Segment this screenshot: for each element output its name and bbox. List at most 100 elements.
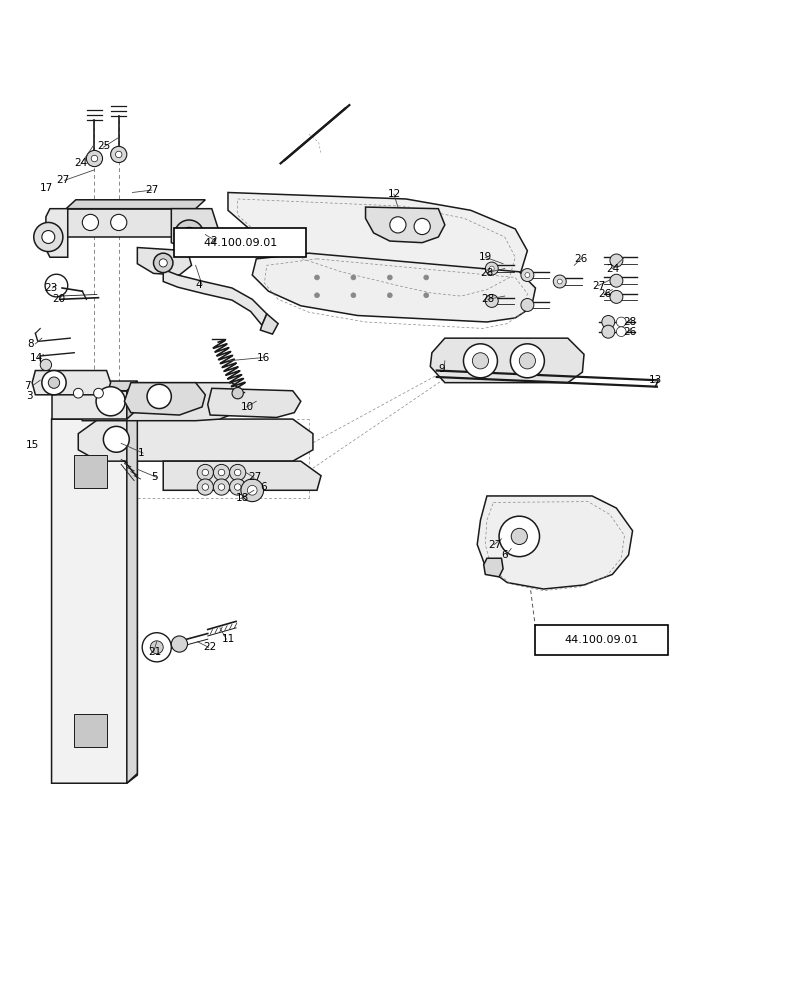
Circle shape — [213, 479, 230, 495]
Circle shape — [91, 155, 97, 162]
FancyBboxPatch shape — [534, 625, 667, 655]
Circle shape — [616, 317, 625, 327]
Text: 25: 25 — [97, 141, 110, 151]
Circle shape — [159, 259, 167, 267]
Circle shape — [42, 371, 66, 395]
Circle shape — [389, 217, 406, 233]
Circle shape — [202, 484, 208, 490]
Circle shape — [147, 384, 171, 409]
Text: 12: 12 — [388, 189, 401, 199]
Text: 21: 21 — [148, 647, 161, 657]
Circle shape — [601, 315, 614, 328]
Polygon shape — [66, 209, 195, 237]
Circle shape — [521, 299, 533, 311]
Circle shape — [511, 528, 526, 545]
Circle shape — [609, 274, 622, 287]
Circle shape — [153, 253, 173, 273]
Polygon shape — [46, 209, 67, 257]
Text: 2: 2 — [210, 236, 217, 246]
Polygon shape — [66, 200, 205, 209]
Polygon shape — [208, 388, 300, 417]
Polygon shape — [365, 207, 444, 243]
Text: 27: 27 — [248, 472, 261, 482]
Text: 1: 1 — [137, 448, 144, 458]
Text: 7: 7 — [24, 381, 31, 391]
Circle shape — [241, 479, 264, 502]
Circle shape — [510, 344, 543, 378]
Circle shape — [609, 290, 622, 303]
Text: 15: 15 — [26, 440, 39, 450]
Text: 13: 13 — [648, 375, 661, 385]
Circle shape — [463, 344, 497, 378]
Circle shape — [232, 388, 243, 399]
Circle shape — [609, 254, 622, 267]
Circle shape — [110, 214, 127, 231]
Circle shape — [82, 214, 98, 231]
Polygon shape — [124, 383, 205, 415]
Text: 11: 11 — [221, 634, 234, 644]
Circle shape — [115, 151, 122, 158]
Polygon shape — [163, 269, 267, 325]
Circle shape — [234, 469, 241, 476]
Circle shape — [552, 275, 565, 288]
Circle shape — [247, 485, 257, 495]
Text: 28: 28 — [480, 268, 493, 278]
Circle shape — [234, 484, 241, 490]
Text: 16: 16 — [257, 353, 270, 363]
Circle shape — [414, 218, 430, 235]
Polygon shape — [483, 558, 503, 577]
Circle shape — [314, 275, 319, 280]
Circle shape — [110, 146, 127, 163]
Text: 28: 28 — [622, 317, 635, 327]
Text: 27: 27 — [145, 185, 158, 195]
Circle shape — [41, 359, 51, 371]
Text: 6: 6 — [501, 550, 508, 560]
Circle shape — [103, 426, 129, 452]
Text: 9: 9 — [438, 364, 444, 374]
Text: 27: 27 — [591, 281, 605, 291]
Circle shape — [218, 484, 225, 490]
Text: 44.100.09.01: 44.100.09.01 — [203, 238, 277, 248]
Text: 17: 17 — [41, 183, 54, 193]
Text: 5: 5 — [151, 472, 157, 482]
Text: 26: 26 — [622, 327, 635, 337]
Text: 28: 28 — [481, 294, 494, 304]
Circle shape — [174, 220, 204, 249]
Text: 19: 19 — [478, 252, 491, 262]
Text: 44.100.09.01: 44.100.09.01 — [564, 635, 638, 645]
Circle shape — [387, 275, 392, 280]
Circle shape — [519, 353, 534, 369]
Text: 4: 4 — [195, 280, 202, 290]
Text: 14: 14 — [30, 353, 43, 363]
Circle shape — [96, 387, 125, 416]
Circle shape — [472, 353, 488, 369]
Text: 20: 20 — [52, 294, 66, 304]
Circle shape — [499, 516, 539, 557]
Circle shape — [86, 150, 102, 167]
Text: 3: 3 — [26, 391, 32, 401]
Polygon shape — [163, 461, 320, 490]
Circle shape — [34, 222, 62, 252]
Polygon shape — [51, 409, 137, 419]
Circle shape — [93, 388, 103, 398]
Polygon shape — [78, 383, 248, 421]
Circle shape — [489, 266, 494, 271]
Text: 22: 22 — [204, 642, 217, 652]
Text: 6: 6 — [260, 482, 267, 492]
Circle shape — [171, 636, 187, 652]
Circle shape — [616, 327, 625, 337]
Circle shape — [556, 279, 561, 284]
Circle shape — [521, 269, 533, 282]
Polygon shape — [477, 496, 632, 589]
Circle shape — [202, 469, 208, 476]
Circle shape — [49, 377, 59, 388]
Circle shape — [314, 293, 319, 298]
Circle shape — [197, 479, 213, 495]
Text: 26: 26 — [598, 289, 611, 299]
Polygon shape — [32, 371, 110, 395]
Polygon shape — [260, 314, 278, 334]
Circle shape — [150, 641, 163, 654]
Polygon shape — [127, 409, 137, 783]
Circle shape — [485, 262, 498, 275]
Polygon shape — [51, 381, 137, 391]
